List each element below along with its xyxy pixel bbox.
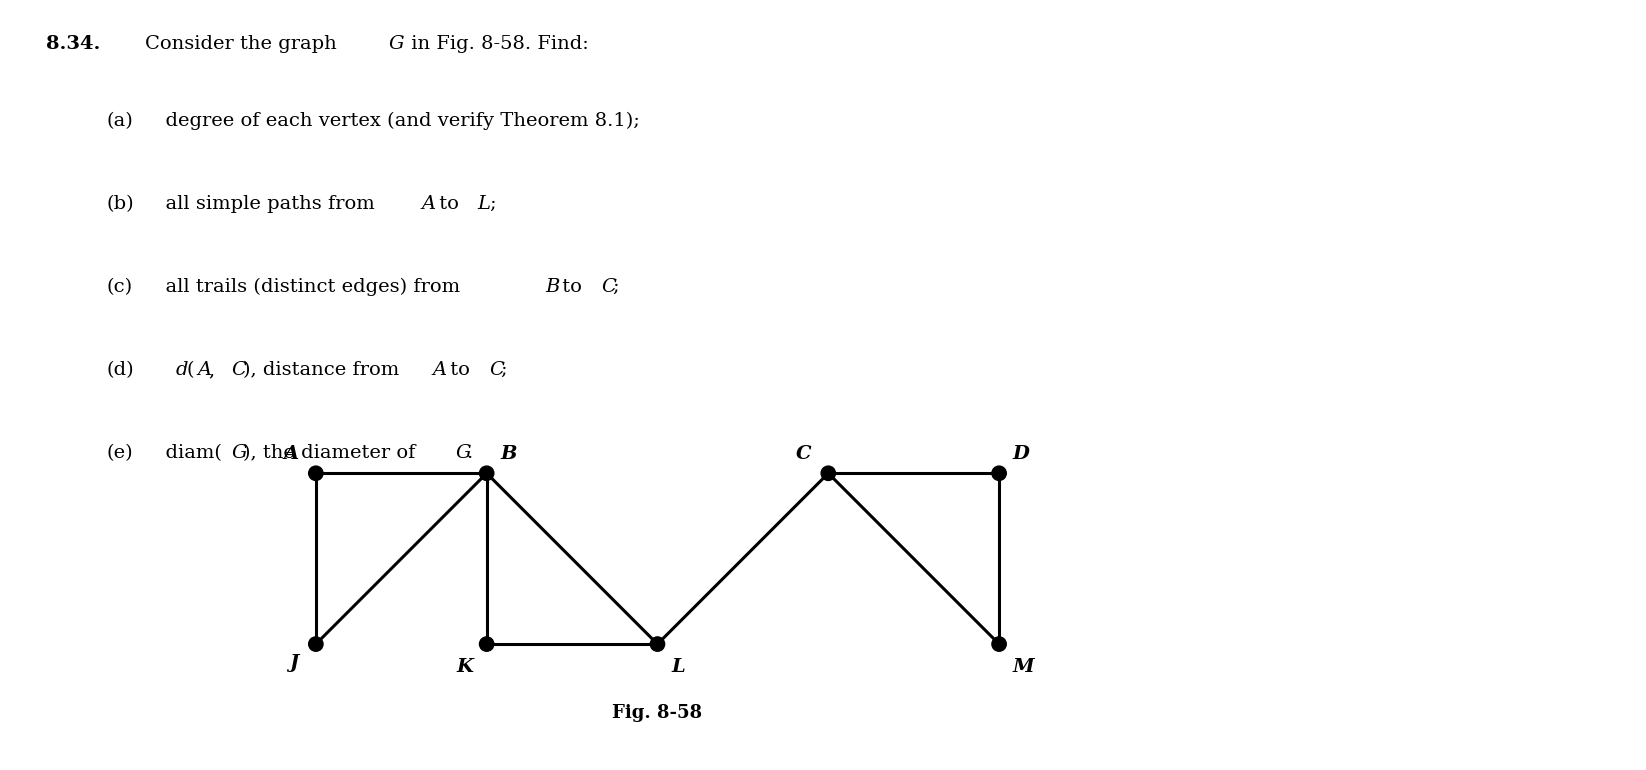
Text: (a): (a): [107, 112, 133, 129]
Circle shape: [479, 637, 494, 651]
Text: (d): (d): [107, 361, 135, 379]
Text: A: A: [283, 445, 300, 463]
Text: G: G: [456, 444, 471, 462]
Text: ;: ;: [489, 195, 495, 213]
Text: Fig. 8-58: Fig. 8-58: [612, 704, 703, 721]
Text: C: C: [601, 278, 616, 296]
Circle shape: [479, 466, 494, 480]
Text: all simple paths from: all simple paths from: [153, 195, 382, 213]
Text: C: C: [795, 445, 811, 463]
Text: to: to: [556, 278, 588, 296]
Text: ;: ;: [500, 361, 507, 379]
Text: degree of each vertex (and verify Theorem 8.1);: degree of each vertex (and verify Theore…: [153, 112, 640, 130]
Text: L: L: [477, 195, 491, 213]
Text: B: B: [500, 445, 517, 463]
Circle shape: [993, 637, 1006, 651]
Circle shape: [993, 466, 1006, 480]
Text: K: K: [456, 658, 472, 676]
Text: C: C: [232, 361, 247, 379]
Text: to: to: [444, 361, 476, 379]
Text: in Fig. 8-58. Find:: in Fig. 8-58. Find:: [405, 35, 589, 52]
Text: all trails (distinct edges) from: all trails (distinct edges) from: [153, 278, 466, 296]
Text: .: .: [466, 444, 472, 462]
Text: G: G: [388, 35, 403, 52]
Text: C: C: [489, 361, 504, 379]
Text: (b): (b): [107, 195, 135, 213]
Circle shape: [309, 637, 323, 651]
Text: A: A: [433, 361, 448, 379]
Text: Consider the graph: Consider the graph: [145, 35, 342, 52]
Text: (e): (e): [107, 444, 133, 462]
Circle shape: [650, 637, 665, 651]
Text: d: d: [176, 361, 188, 379]
Text: ), distance from: ), distance from: [242, 361, 405, 379]
Text: (: (: [186, 361, 194, 379]
Text: to: to: [433, 195, 466, 213]
Text: L: L: [672, 658, 685, 676]
Circle shape: [309, 466, 323, 480]
Text: B: B: [545, 278, 560, 296]
Text: ;: ;: [612, 278, 619, 296]
Text: 8.34.: 8.34.: [46, 35, 100, 52]
Circle shape: [821, 466, 836, 480]
Text: diam(: diam(: [153, 444, 222, 462]
Text: ), the diameter of: ), the diameter of: [242, 444, 421, 462]
Text: ,: ,: [209, 361, 222, 379]
Text: D: D: [1012, 445, 1030, 463]
Text: (c): (c): [107, 278, 133, 296]
Text: A: A: [198, 361, 212, 379]
Text: A: A: [421, 195, 436, 213]
Text: J: J: [290, 654, 300, 672]
Text: M: M: [1012, 658, 1034, 676]
Text: G: G: [232, 444, 247, 462]
